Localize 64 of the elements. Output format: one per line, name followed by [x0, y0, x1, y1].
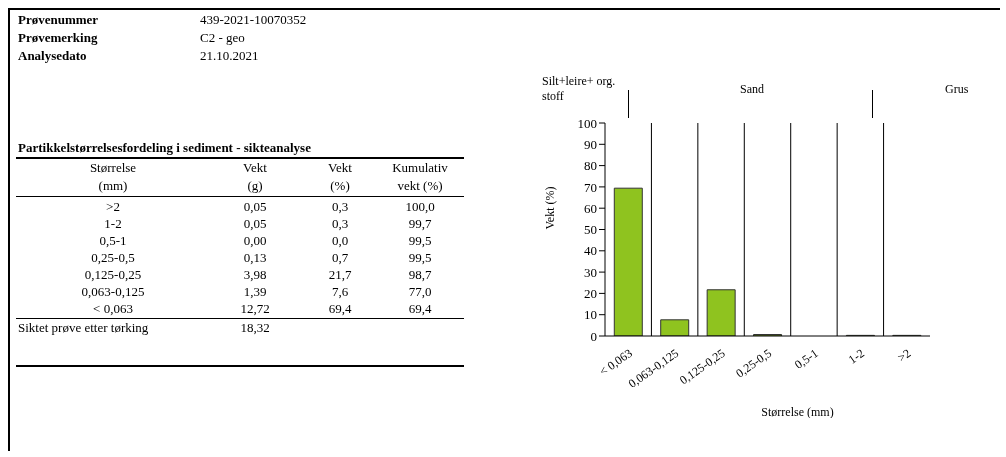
text: >2: [105, 199, 121, 215]
y-tick-label: 0: [590, 328, 597, 344]
text: 99,7: [407, 216, 433, 232]
y-tick-label: 50: [584, 222, 597, 238]
text: 99,5: [407, 250, 433, 266]
y-tick-label: 80: [584, 158, 597, 174]
text: 98,7: [407, 267, 433, 283]
text: Partikkelstørrelsesfordeling i sediment - sikteanalyse: [18, 140, 311, 156]
text: < 0,063: [92, 301, 134, 317]
text: 1,39: [242, 284, 268, 300]
text: 0,3: [330, 199, 350, 215]
text: 0,25-0,5: [90, 250, 136, 266]
text: 77,0: [407, 284, 433, 300]
x-tick-label: 0,5-1: [792, 345, 821, 372]
text: 21.10.2021: [200, 48, 259, 64]
text: Sand: [740, 82, 764, 97]
y-tick-label: 10: [584, 307, 597, 323]
text: Vekt: [327, 160, 353, 176]
text: 7,6: [330, 284, 350, 300]
y-tick-label: 40: [584, 243, 597, 259]
text: 99,5: [407, 233, 433, 249]
x-tick-label: >2: [894, 345, 914, 365]
text: Siktet prøve etter tørking: [18, 320, 150, 336]
text: 69,4: [407, 301, 433, 317]
text: 0,5-1: [98, 233, 128, 249]
y-tick-label: 90: [584, 136, 597, 152]
text: 0,125-0,25: [83, 267, 143, 283]
text: 1-2: [103, 216, 123, 232]
text: 0,13: [242, 250, 268, 266]
text: 100,0: [404, 199, 436, 215]
text: 69,4: [327, 301, 353, 317]
text: Størrelse: [88, 160, 138, 176]
text: Vekt: [242, 160, 268, 176]
text: 18,32: [239, 320, 271, 336]
text: 21,7: [327, 267, 353, 283]
y-tick-label: 70: [584, 179, 597, 195]
text: Silt+leire+ org. stoff: [542, 74, 617, 104]
y-tick-label: 60: [584, 200, 597, 216]
x-axis-title: Størrelse (mm): [761, 405, 834, 419]
text: vekt (%): [396, 178, 444, 194]
text: 12,72: [239, 301, 271, 317]
text: (%): [329, 178, 351, 194]
text: Grus: [945, 82, 969, 97]
x-tick-label: 1-2: [845, 345, 867, 367]
text: 0,063-0,125: [80, 284, 146, 300]
text: C2 - geo: [200, 30, 245, 46]
y-tick-label: 100: [577, 115, 597, 131]
text: (mm): [97, 178, 129, 194]
text: Prøvemerking: [18, 30, 98, 46]
text: (g): [246, 178, 264, 194]
text: Analysedato: [18, 48, 87, 64]
text: 0,7: [330, 250, 350, 266]
text: 0,3: [330, 216, 350, 232]
text: 0,0: [330, 233, 350, 249]
text: Prøvenummer: [18, 12, 99, 28]
y-tick-label: 30: [584, 264, 597, 280]
text: 0,00: [242, 233, 268, 249]
text: 439-2021-10070352: [200, 12, 307, 28]
text: 0,05: [242, 199, 268, 215]
y-axis-title: Vekt (%): [543, 186, 558, 230]
text: 0,05: [242, 216, 268, 232]
text: Kumulativ: [391, 160, 449, 176]
text: 3,98: [242, 267, 268, 283]
y-tick-label: 20: [584, 286, 597, 302]
